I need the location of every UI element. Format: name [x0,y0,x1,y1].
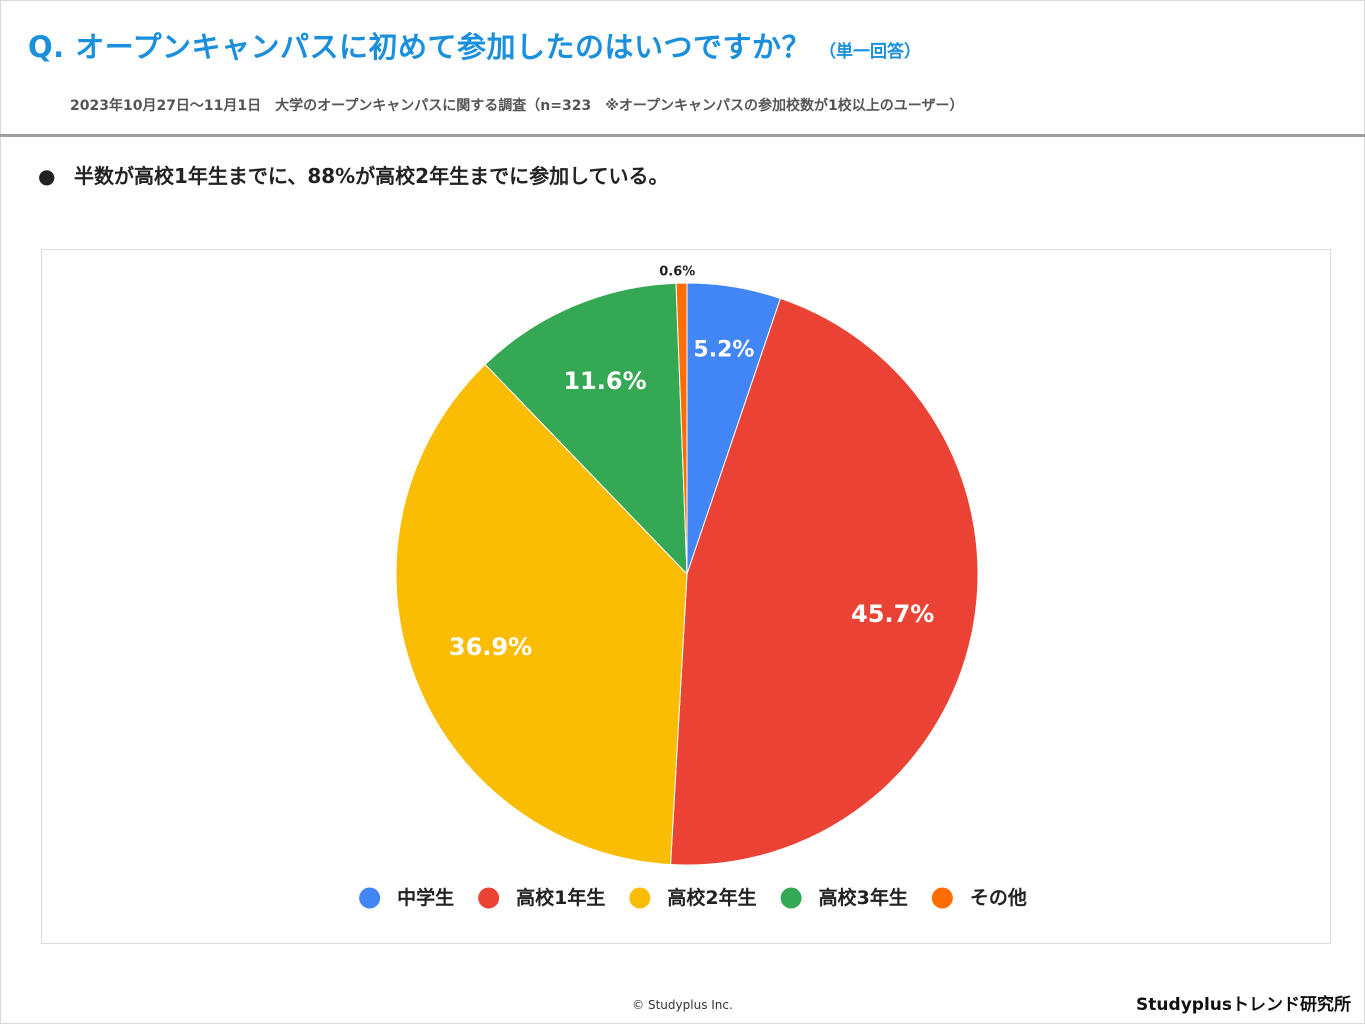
survey-subtitle: 2023年10月27日〜11月1日 大学のオープンキャンパスに関する調査（n=3… [70,98,964,114]
pie-legend: 中学生 高校1年生 高校2年生 高校3年生 その他 [359,886,1027,909]
legend-label-4: 高校3年生 [819,886,908,909]
legend-marker-2 [478,887,500,909]
legend-item-5: その他 [931,886,1027,909]
legend-marker-1 [359,887,381,909]
key-finding-text: 半数が高校1年生までに、88%が高校2年生までに参加している。 [74,164,669,188]
legend-label-5: その他 [970,886,1027,909]
question-text: Q. オープンキャンパスに初めて参加したのはいつですか？ [28,30,812,64]
data-label-5: 0.6% [659,265,695,280]
pie-slice-3 [395,363,688,866]
legend-label-1: 中学生 [397,886,454,909]
copyright: © Studyplus Inc. [632,998,733,1012]
key-finding: ● 半数が高校1年生までに、88%が高校2年生までに参加している。 [38,160,669,189]
legend-item-3: 高校2年生 [629,886,757,909]
header: Q. オープンキャンパスに初めて参加したのはいつですか？ （単一回答） 2023年… [0,0,1365,137]
legend-label-2: 高校1年生 [516,886,605,909]
pie-slice-5 [675,282,688,575]
pie-chart-container: 5.2% 45.7% 36.9% 11.6% 0.6% 中学生 高校1年生 高校2年生 高校3… [41,249,1331,944]
pie-data-labels: 5.2% 45.7% 36.9% 11.6% 0.6% [449,265,934,661]
data-label-4: 11.6% [563,367,646,395]
legend-item-4: 高校3年生 [780,886,908,909]
question-title: Q. オープンキャンパスに初めて参加したのはいつですか？ （単一回答） [28,24,921,66]
legend-marker-5 [931,887,953,909]
pie-chart: 5.2% 45.7% 36.9% 11.6% 0.6% 中学生 高校1年生 高校2年生 高校3… [359,265,1027,909]
answer-type-note: （単一回答） [819,42,922,62]
brand-logo-text: Studyplusトレンド研究所 [1136,995,1351,1015]
pie-slice-4 [484,282,688,576]
legend-marker-4 [780,887,802,909]
bullet-icon: ● [38,164,56,188]
data-label-3: 36.9% [449,633,532,661]
data-label-1: 5.2% [693,338,754,363]
data-label-2: 45.7% [851,600,934,628]
legend-item-1: 中学生 [359,886,454,909]
pie-slice-2 [670,297,979,866]
legend-label-3: 高校2年生 [667,886,756,909]
legend-marker-3 [629,887,651,909]
legend-item-2: 高校1年生 [478,886,605,909]
pie-slices [395,282,979,866]
